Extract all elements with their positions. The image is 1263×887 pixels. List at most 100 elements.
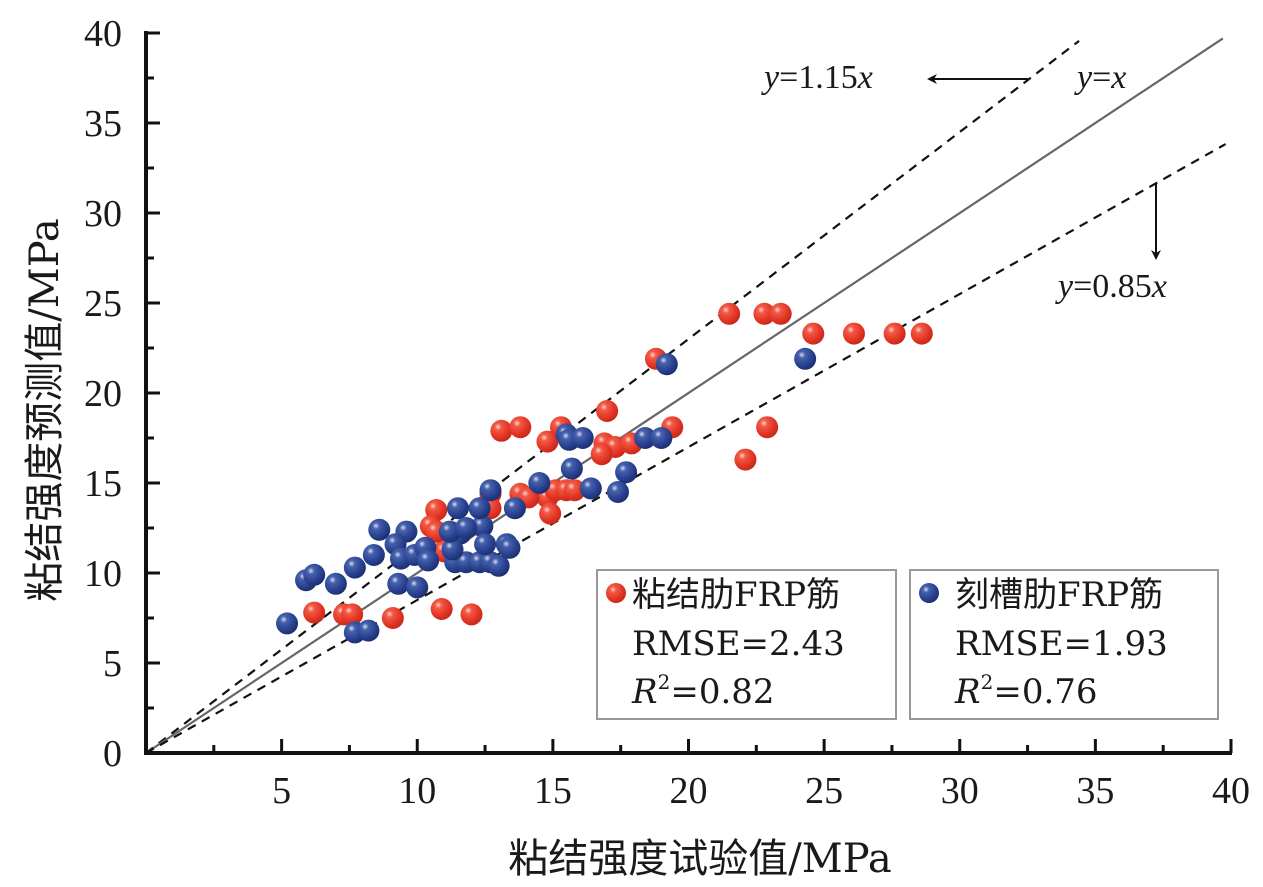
data-point — [303, 601, 326, 624]
ref-line-y=x — [145, 37, 1224, 754]
legend-series-2: 刻槽肋FRP筋 RMSE=1.93 R2=0.76 — [909, 569, 1219, 720]
anno-equation: = — [1092, 59, 1111, 96]
data-point — [590, 443, 613, 466]
data-point — [563, 479, 586, 502]
y-tick-label: 15 — [84, 463, 122, 505]
x-tick-label: 5 — [272, 770, 291, 812]
y-tick-label: 20 — [84, 373, 122, 415]
anno-equation: =0.85 — [1073, 268, 1152, 305]
data-point — [753, 302, 776, 325]
data-point — [634, 427, 657, 449]
data-point — [430, 598, 453, 620]
y-tick-label: 0 — [103, 733, 122, 775]
data-point — [596, 400, 619, 422]
data-point — [503, 497, 526, 520]
ref-line-y=0.85x — [145, 143, 1227, 754]
data-point — [303, 563, 326, 586]
legend-marker-blue — [919, 583, 939, 603]
data-point — [539, 502, 562, 525]
annotation-y-1.15x: y=1.15x — [761, 59, 1028, 96]
y-tick-label: 5 — [103, 643, 122, 685]
data-point — [417, 549, 440, 572]
legend-r2: R2=0.82 — [631, 670, 775, 712]
data-point — [655, 353, 678, 376]
y-tick-label: 30 — [84, 193, 122, 235]
data-point — [487, 554, 510, 577]
data-point — [357, 619, 380, 642]
data-point — [324, 572, 347, 595]
x-tick-label: 15 — [534, 770, 572, 812]
data-point — [734, 448, 757, 471]
legend-box — [596, 569, 897, 720]
y-tick-label: 25 — [84, 283, 122, 325]
x-ticks: 5 10 15 20 25 30 35 40 — [212, 739, 1250, 812]
legend-marker-red — [606, 583, 626, 603]
y-ticks: 0 5 10 15 20 25 30 35 40 — [84, 13, 160, 775]
x-tick-label: 30 — [941, 770, 979, 812]
data-point — [606, 481, 629, 503]
x-tick-label: 10 — [398, 770, 436, 812]
data-point — [756, 416, 779, 439]
anno-x-var: x — [857, 59, 873, 96]
data-point — [471, 515, 494, 538]
data-point — [455, 517, 478, 539]
anno-x-var: x — [1151, 268, 1167, 305]
data-point — [842, 322, 865, 345]
svg-text:y=x: y=x — [1074, 59, 1126, 96]
ref-line-y=1.15x — [145, 40, 1080, 754]
data-point — [536, 430, 559, 453]
x-tick-label: 40 — [1212, 770, 1250, 812]
data-point — [460, 603, 483, 626]
annotation-y-x: y=x — [1074, 59, 1126, 96]
legend-box — [909, 569, 1219, 720]
data-point — [910, 322, 933, 345]
data-point — [650, 427, 673, 449]
data-point — [446, 497, 469, 520]
legend-rmse: RMSE=2.43 — [632, 624, 845, 664]
data-point — [490, 419, 513, 442]
data-point — [381, 607, 404, 629]
axes: 5 10 15 20 25 30 35 40 0 5 10 15 20 25 30 35 40 — [84, 13, 1250, 812]
y-tick-label: 40 — [84, 13, 122, 55]
anno-y-var: y — [1074, 59, 1093, 96]
data-point — [794, 347, 817, 370]
data-point — [802, 322, 825, 345]
data-point — [615, 461, 638, 484]
legend-label: 刻槽肋FRP筋 — [955, 575, 1163, 615]
y-axis-title: 粘结强度预测值/MPa — [22, 218, 68, 601]
data-point — [341, 603, 364, 626]
legend-rmse: RMSE=1.93 — [955, 624, 1168, 664]
x-axis-title: 粘结强度试验值/MPa — [508, 836, 891, 882]
data-point — [883, 322, 906, 345]
data-point — [468, 497, 491, 520]
data-point — [769, 302, 792, 325]
data-point — [498, 536, 521, 559]
y-tick-label: 10 — [84, 553, 122, 595]
series-2-points — [276, 347, 817, 644]
x-tick-label: 35 — [1076, 770, 1114, 812]
svg-text:y=1.15x: y=1.15x — [761, 59, 873, 96]
legend-series-1: 粘结肋FRP筋 RMSE=2.43 R2=0.82 — [596, 569, 897, 720]
data-point — [276, 612, 299, 635]
y-tick-label: 35 — [84, 103, 122, 145]
data-point — [343, 556, 366, 579]
anno-y-var: y — [1055, 268, 1074, 305]
data-point — [560, 457, 583, 480]
data-point — [441, 538, 464, 561]
annotation-y-0.85x: y=0.85x — [1055, 183, 1167, 305]
data-point — [571, 427, 594, 449]
legend-label: 粘结肋FRP筋 — [632, 575, 840, 615]
svg-text:y=0.85x: y=0.85x — [1055, 268, 1167, 305]
data-point — [387, 572, 410, 595]
data-points — [276, 302, 933, 644]
reference-lines — [145, 37, 1227, 754]
anno-equation: =1.15 — [779, 59, 858, 96]
data-point — [718, 302, 741, 325]
data-point — [479, 479, 502, 502]
data-point — [474, 533, 497, 556]
data-point — [406, 576, 429, 599]
anno-x-var: x — [1110, 59, 1126, 96]
data-point — [509, 416, 532, 439]
data-point — [579, 477, 602, 500]
